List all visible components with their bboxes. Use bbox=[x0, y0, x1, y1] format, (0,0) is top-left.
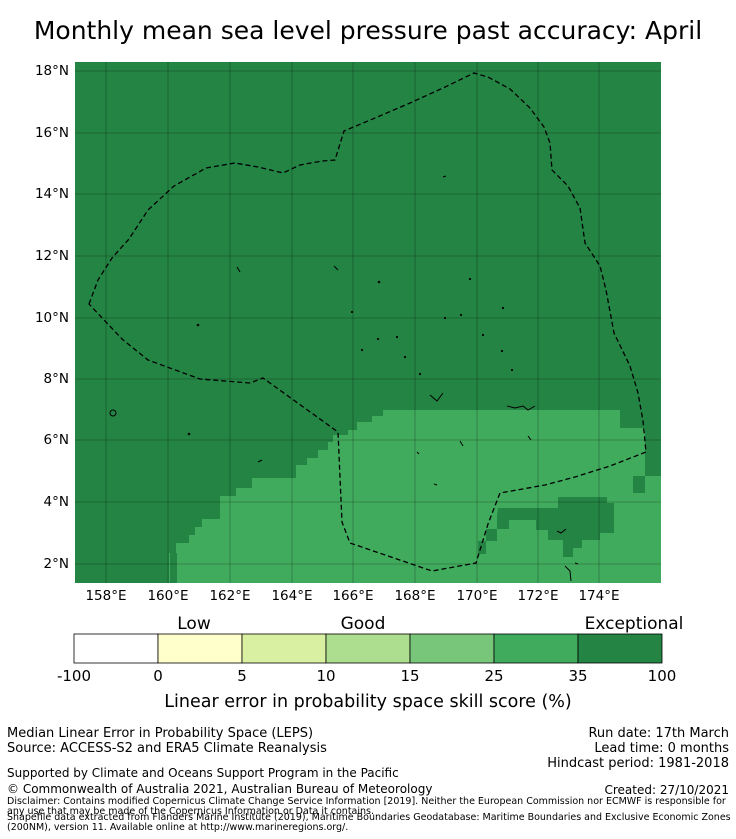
lat-label: 4°N bbox=[43, 494, 69, 510]
colorbar-segment bbox=[241, 633, 327, 664]
lat-label: 16°N bbox=[34, 125, 69, 141]
lat-label: 18°N bbox=[34, 63, 69, 79]
colorbar-category: Good bbox=[340, 614, 386, 634]
island-markers bbox=[109, 175, 579, 582]
colorbar-segment bbox=[157, 633, 243, 664]
colorbar-tick: 25 bbox=[484, 667, 504, 685]
support-text: Supported by Climate and Oceans Support … bbox=[7, 766, 399, 780]
colorbar-segment bbox=[577, 633, 663, 664]
lon-label: 172°E bbox=[517, 588, 559, 604]
lon-label: 158°E bbox=[85, 588, 127, 604]
shapefile-text: Shapefile data extracted from Flanders M… bbox=[7, 812, 731, 833]
lat-label: 2°N bbox=[43, 556, 69, 572]
lon-label: 174°E bbox=[578, 588, 620, 604]
lead-time-text: Lead time: 0 months bbox=[594, 741, 729, 756]
copyright-text: © Commonwealth of Australia 2021, Austra… bbox=[7, 782, 433, 796]
colorbar-segment bbox=[409, 633, 495, 664]
lon-label: 160°E bbox=[147, 588, 189, 604]
region-exceptional-pocket bbox=[478, 497, 614, 557]
colorbar-tick: -100 bbox=[56, 667, 92, 685]
colorbar-tick: 100 bbox=[647, 667, 677, 685]
run-date-text: Run date: 17th March bbox=[588, 726, 729, 741]
lon-label: 168°E bbox=[394, 588, 436, 604]
colorbar-tick: 15 bbox=[400, 667, 420, 685]
disclaimer-text: Disclaimer: Contains modified Copernicus… bbox=[7, 796, 726, 817]
colorbar-segment bbox=[73, 633, 159, 664]
colorbar-tick: 10 bbox=[316, 667, 336, 685]
region-exceptional-east bbox=[633, 476, 645, 493]
lon-label: 164°E bbox=[271, 588, 313, 604]
region-25-35 bbox=[169, 410, 661, 583]
lat-label: 8°N bbox=[43, 371, 69, 387]
method-text: Median Linear Error in Probability Space… bbox=[7, 726, 314, 741]
chart-title: Monthly mean sea level pressure past acc… bbox=[33, 16, 703, 45]
hindcast-text: Hindcast period: 1981-2018 bbox=[547, 756, 729, 771]
lat-label: 12°N bbox=[34, 248, 69, 264]
colorbar-tick: 0 bbox=[153, 667, 163, 685]
colorbar-segment bbox=[325, 633, 411, 664]
colorbar-segment bbox=[493, 633, 579, 664]
lat-label: 10°N bbox=[34, 310, 69, 326]
lon-label: 166°E bbox=[332, 588, 374, 604]
lon-label: 162°E bbox=[209, 588, 251, 604]
source-text: Source: ACCESS-S2 and ERA5 Climate Reana… bbox=[7, 741, 327, 756]
eez-boundary bbox=[88, 72, 647, 572]
colorbar-label: Linear error in probability space skill … bbox=[164, 692, 572, 712]
skill-map bbox=[73, 62, 663, 664]
lon-label: 170°E bbox=[456, 588, 498, 604]
lat-label: 14°N bbox=[34, 186, 69, 202]
lat-label: 6°N bbox=[43, 432, 69, 448]
colorbar-tick: 35 bbox=[568, 667, 588, 685]
colorbar-category: Exceptional bbox=[584, 614, 684, 634]
region-exceptional-south bbox=[170, 553, 177, 583]
colorbar bbox=[73, 633, 663, 664]
created-text: Created: 27/10/2021 bbox=[604, 783, 729, 797]
colorbar-tick: 5 bbox=[237, 667, 247, 685]
colorbar-category: Low bbox=[177, 614, 211, 634]
